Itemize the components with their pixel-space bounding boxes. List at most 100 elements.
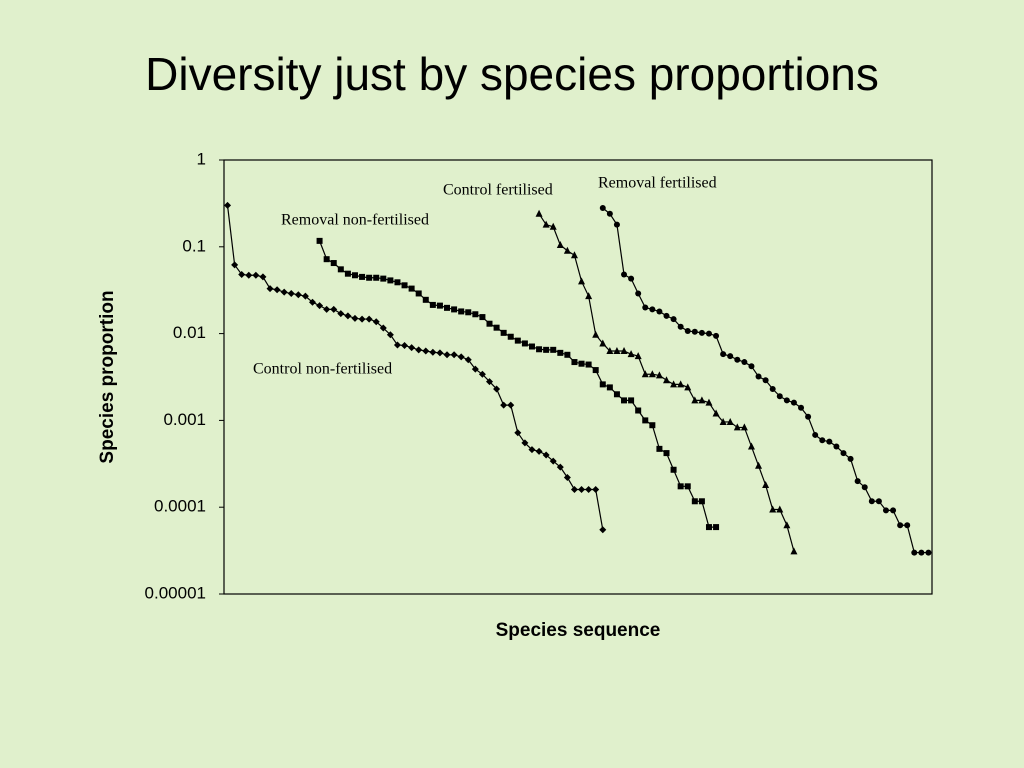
marker <box>316 237 323 244</box>
marker <box>372 318 380 326</box>
y-tick-label: 0.1 <box>182 236 206 255</box>
marker <box>458 308 465 315</box>
marker <box>613 221 620 228</box>
marker <box>386 331 394 339</box>
marker <box>344 312 352 320</box>
marker <box>713 332 720 339</box>
marker <box>628 397 635 404</box>
marker <box>656 308 663 315</box>
marker <box>705 330 712 337</box>
marker <box>621 271 628 278</box>
marker <box>337 310 345 318</box>
marker <box>252 271 260 279</box>
marker <box>224 201 232 209</box>
marker <box>734 356 741 363</box>
marker <box>684 328 691 335</box>
marker <box>606 384 613 391</box>
marker <box>493 385 501 393</box>
marker <box>663 312 670 319</box>
marker <box>790 399 797 406</box>
marker <box>380 275 387 282</box>
marker <box>549 222 557 230</box>
marker <box>798 404 805 411</box>
marker <box>578 360 585 367</box>
marker <box>621 397 628 404</box>
marker <box>387 277 394 284</box>
marker <box>790 547 798 555</box>
marker <box>684 483 691 490</box>
marker <box>563 246 571 254</box>
marker <box>663 376 670 384</box>
y-tick-label: 0.0001 <box>154 497 206 516</box>
marker <box>592 367 599 374</box>
marker <box>486 378 493 386</box>
marker <box>677 483 684 490</box>
y-tick-label: 0.00001 <box>145 583 206 602</box>
y-axis-label: Species proportion <box>97 290 118 463</box>
marker <box>663 450 670 457</box>
series-label: Control non-fertilised <box>253 361 392 378</box>
marker <box>819 437 826 444</box>
marker <box>245 271 253 279</box>
marker <box>691 498 698 505</box>
marker <box>358 315 366 323</box>
marker <box>535 447 543 455</box>
marker <box>415 290 422 297</box>
marker <box>755 461 763 469</box>
marker <box>344 270 351 277</box>
marker <box>351 314 359 322</box>
marker <box>316 302 324 310</box>
x-axis-label: Species sequence <box>496 620 661 641</box>
marker <box>656 445 663 452</box>
marker <box>713 524 720 531</box>
marker <box>379 324 387 332</box>
marker <box>727 353 734 360</box>
marker <box>691 396 699 404</box>
marker <box>599 381 606 388</box>
marker <box>726 417 734 425</box>
marker <box>719 417 727 425</box>
marker <box>514 337 521 344</box>
marker <box>649 306 656 313</box>
marker <box>564 351 571 358</box>
marker <box>287 289 295 297</box>
marker <box>570 485 578 493</box>
marker <box>323 305 331 313</box>
series-label: Removal fertilised <box>598 175 717 192</box>
marker <box>294 291 302 299</box>
marker <box>301 292 309 300</box>
marker <box>535 209 543 217</box>
marker <box>599 339 607 347</box>
series-line <box>319 240 717 528</box>
marker <box>585 485 593 493</box>
marker <box>641 370 649 378</box>
marker <box>648 370 656 378</box>
marker <box>471 365 479 373</box>
marker <box>670 380 678 388</box>
marker <box>436 302 443 309</box>
marker <box>543 346 550 353</box>
plot-frame <box>223 159 933 595</box>
marker <box>514 429 522 437</box>
marker <box>373 274 380 281</box>
marker <box>280 288 288 296</box>
marker <box>712 409 720 417</box>
series-label: Removal non-fertilised <box>281 212 429 229</box>
marker <box>882 507 889 514</box>
marker <box>925 549 932 556</box>
marker <box>698 329 705 336</box>
marker <box>465 309 472 316</box>
marker <box>323 256 330 263</box>
marker <box>578 277 586 285</box>
marker <box>684 383 692 391</box>
marker <box>309 298 316 306</box>
marker <box>486 320 493 327</box>
marker <box>359 273 366 280</box>
marker <box>408 285 415 292</box>
marker <box>429 348 437 356</box>
marker <box>783 521 791 529</box>
series-label: Control fertilised <box>443 182 553 199</box>
marker <box>755 373 762 380</box>
marker <box>918 549 925 556</box>
